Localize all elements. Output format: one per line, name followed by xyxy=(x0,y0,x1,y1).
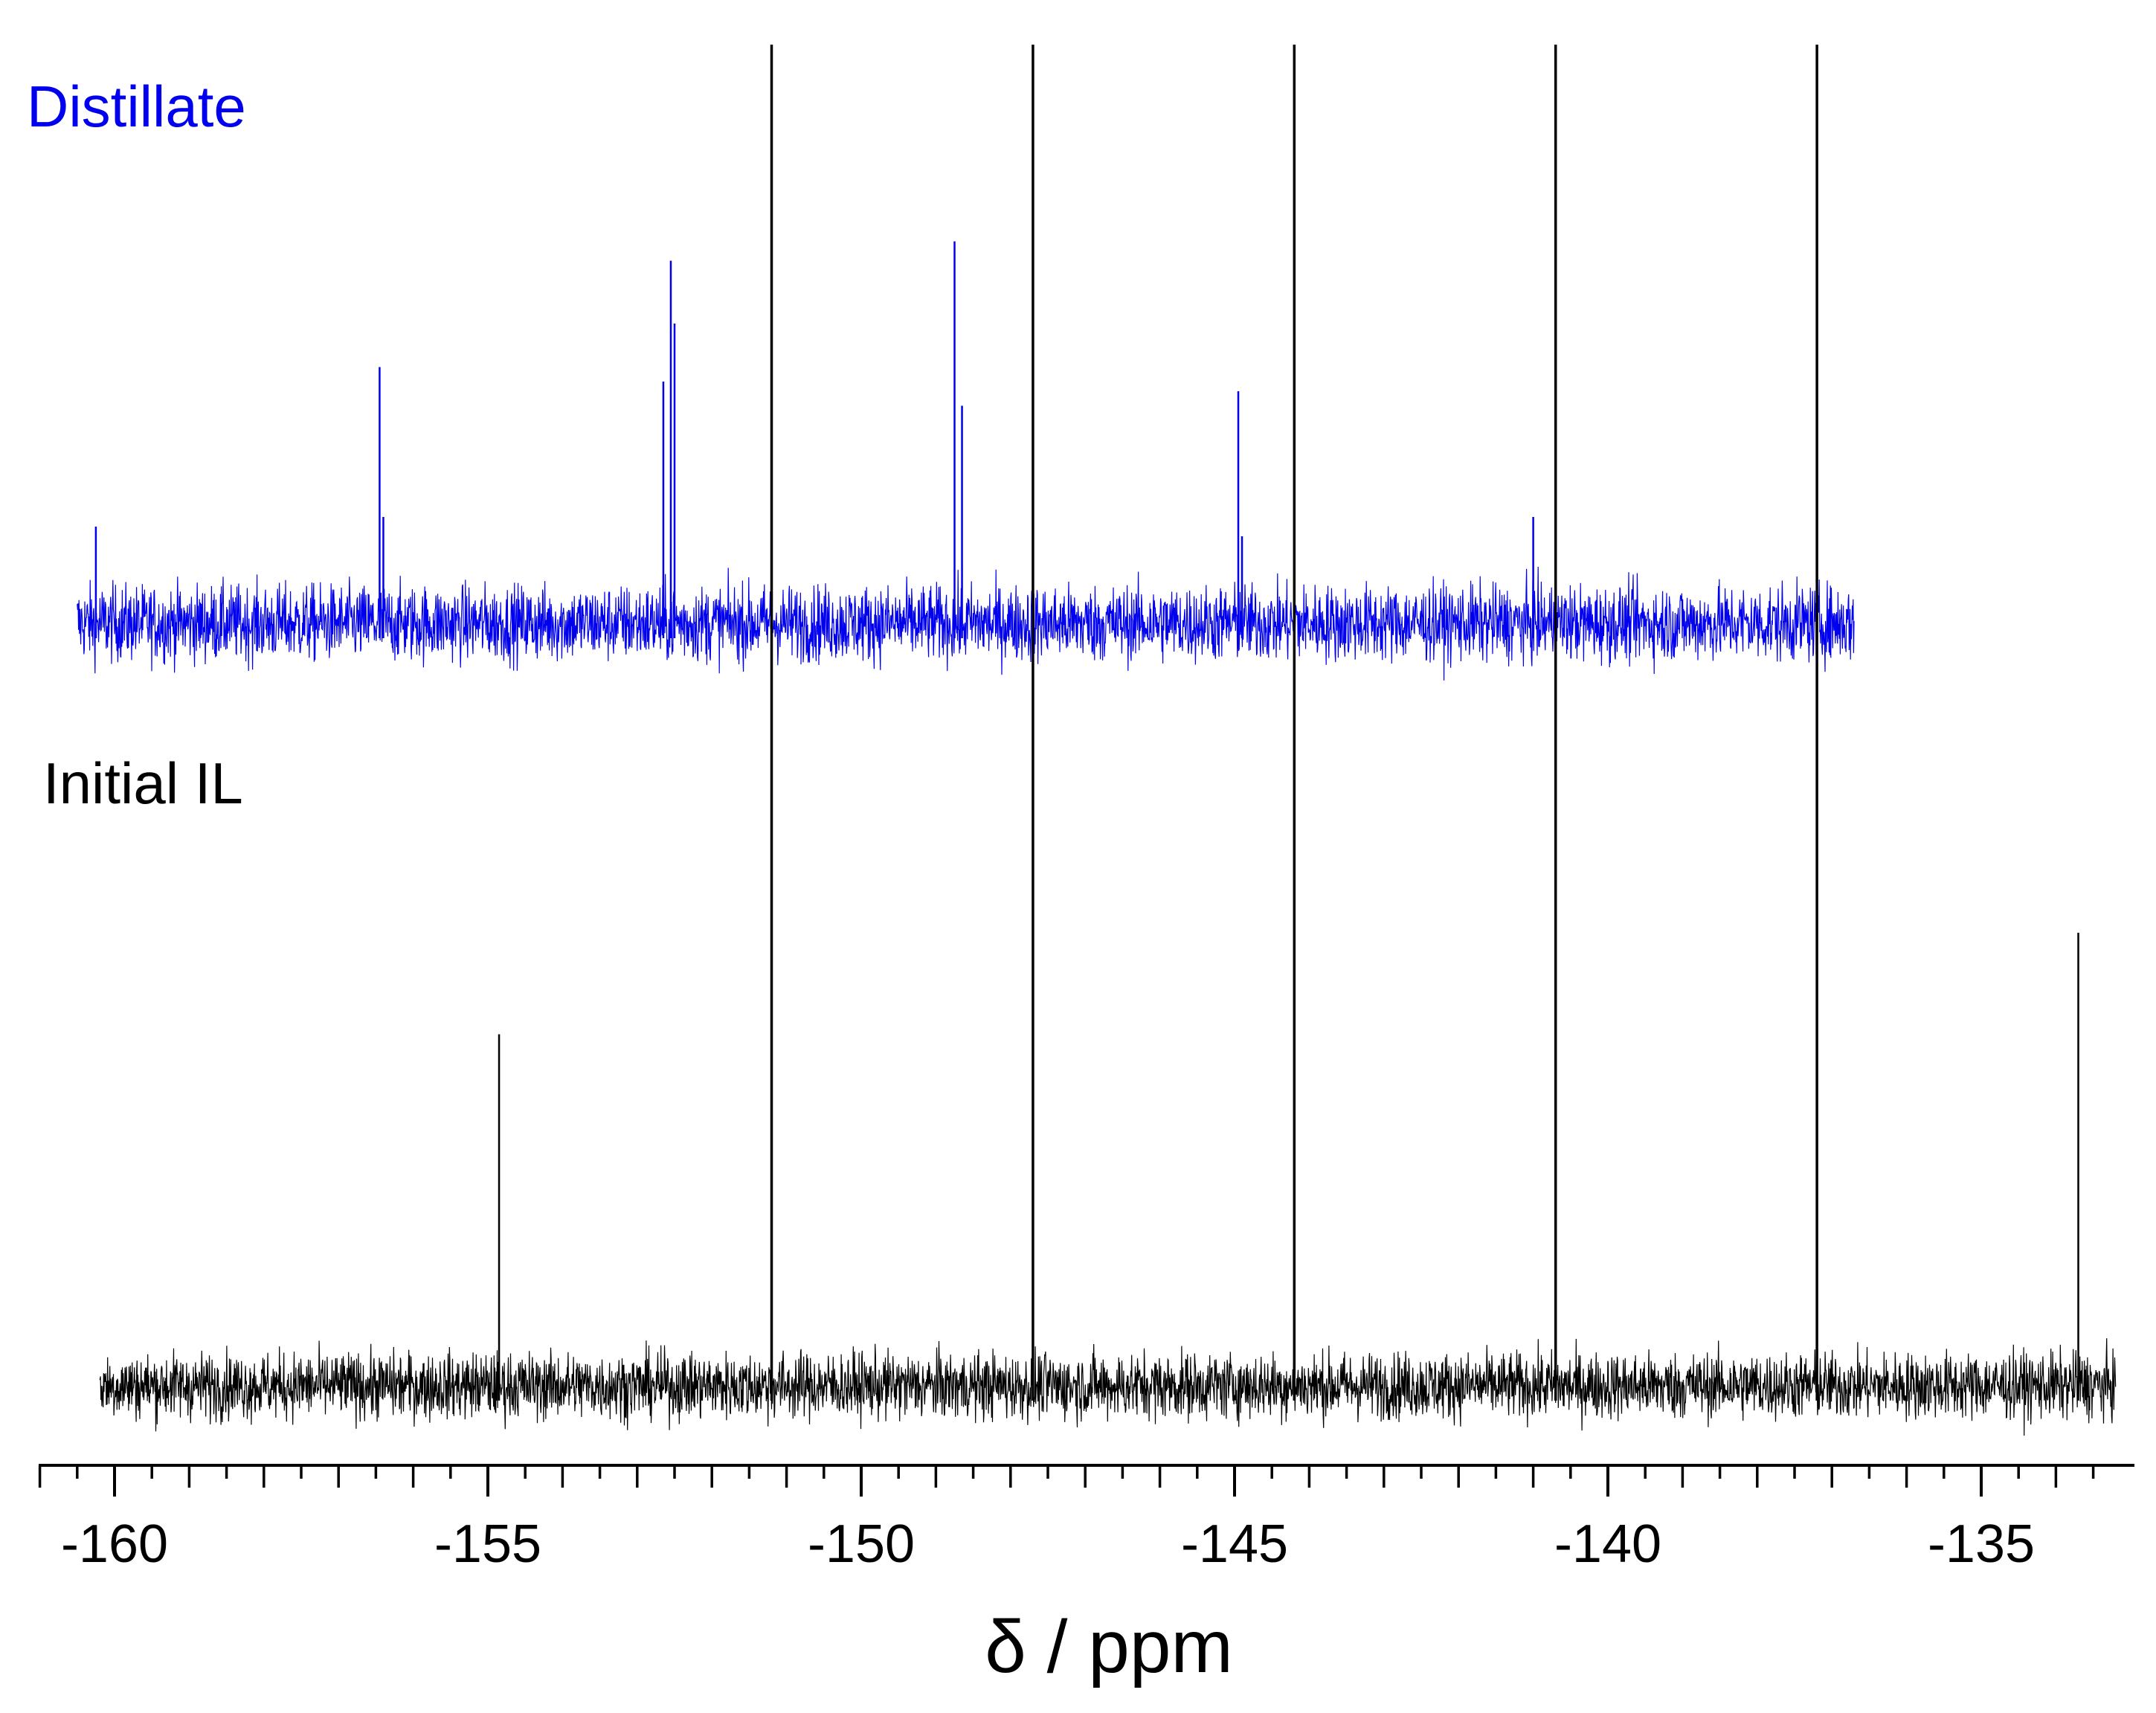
x-tick-label: -135 xyxy=(1928,1514,2035,1574)
x-tick-label: -155 xyxy=(434,1514,541,1574)
x-axis-label: δ / ppm xyxy=(985,1605,1233,1688)
spectra-traces xyxy=(77,45,2117,1436)
series-noise-0 xyxy=(77,566,1855,681)
x-tick-label: -160 xyxy=(61,1514,168,1574)
x-tick-label: -140 xyxy=(1554,1514,1661,1574)
x-tick-label: -150 xyxy=(808,1514,915,1574)
x-axis: -160 -155 -150 -145 -140 -135 xyxy=(38,1464,2134,1574)
series-label-initial-il: Initial IL xyxy=(43,751,243,816)
x-tick-label: -145 xyxy=(1181,1514,1288,1574)
series-label-distillate: Distillate xyxy=(27,74,246,139)
series-noise-1 xyxy=(99,1338,2117,1436)
